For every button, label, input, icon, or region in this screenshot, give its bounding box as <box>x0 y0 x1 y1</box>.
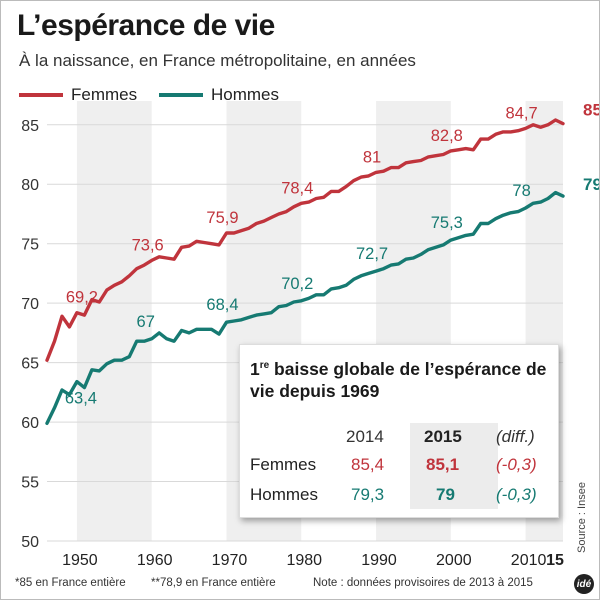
x-tick-label: 1980 <box>286 552 322 569</box>
hommes-2014: 79,3 <box>351 485 385 504</box>
hommes-diff: (-0,3) <box>496 485 537 504</box>
annotation-box: 1re baisse globale de l’espérance de vie… <box>239 344 559 518</box>
y-tick-label: 70 <box>21 296 39 313</box>
col-header-2015: 2015 <box>424 427 462 446</box>
legend-swatch-femmes <box>19 93 63 97</box>
x-tick-label: 1950 <box>62 552 98 569</box>
footnote-note: Note : données provisoires de 2013 à 201… <box>313 577 533 589</box>
x-tick-label: 1970 <box>212 552 248 569</box>
y-tick-label: 50 <box>21 534 39 551</box>
y-tick-label: 60 <box>21 415 39 432</box>
decade-band <box>76 101 152 541</box>
data-label-femmes: 78,4 <box>281 179 313 197</box>
data-label-femmes: 81 <box>363 148 381 166</box>
y-tick-label: 75 <box>21 237 39 254</box>
y-tick-label: 80 <box>21 177 39 194</box>
data-label-hommes: 67 <box>137 313 155 331</box>
legend-item-hommes: Hommes <box>159 85 279 105</box>
data-label-hommes: 79** <box>583 175 599 194</box>
data-label-hommes: 68,4 <box>206 296 238 314</box>
annotation-title: 1re baisse globale de l’espérance de vie… <box>250 358 547 401</box>
col-header-2014: 2014 <box>346 427 384 446</box>
legend-swatch-hommes <box>159 93 203 97</box>
legend-label-hommes: Hommes <box>211 85 280 104</box>
series-line-hommes <box>45 190 565 425</box>
y-tick-label: 65 <box>21 356 39 373</box>
data-label-hommes: 63,4 <box>65 390 97 408</box>
footnote-femmes: *85 en France entière <box>15 577 126 589</box>
data-label-hommes: 78 <box>512 182 530 200</box>
x-tick-label: 2000 <box>436 552 472 569</box>
source-note: Source : Insee <box>576 482 588 553</box>
data-label-femmes: 82,8 <box>431 127 463 145</box>
x-tick-label: 15 <box>546 552 564 569</box>
ide-logo: idé <box>574 574 594 594</box>
data-label-femmes: 69,2 <box>66 289 98 307</box>
footnote-hommes: **78,9 en France entière <box>151 577 276 589</box>
data-label-femmes: 75,9 <box>206 209 238 227</box>
data-label-hommes: 72,7 <box>356 245 388 263</box>
hommes-2015: 79 <box>436 485 455 504</box>
col-header-diff: (diff.) <box>496 427 535 446</box>
femmes-2015: 85,1 <box>426 455 460 474</box>
y-tick-label: 55 <box>21 475 39 492</box>
x-tick-label: 1960 <box>137 552 173 569</box>
chart-subtitle: À la naissance, en France métropolitaine… <box>19 51 416 70</box>
data-label-femmes: 84,7 <box>506 104 538 122</box>
x-tick-label: 2010 <box>511 552 547 569</box>
highlight-column-2015 <box>410 423 498 509</box>
series-line-femmes <box>45 118 565 362</box>
femmes-2014: 85,4 <box>351 455 385 474</box>
x-tick-label: 1990 <box>361 552 397 569</box>
row-label-femmes: Femmes <box>250 455 317 474</box>
data-label-hommes: 75,3 <box>431 214 463 232</box>
row-label-hommes: Hommes <box>250 485 319 504</box>
data-label-hommes: 70,2 <box>281 275 313 293</box>
legend-label-femmes: Femmes <box>71 85 138 104</box>
chart-title: L’espérance de vie <box>17 9 275 42</box>
data-label-femmes: 73,6 <box>132 236 164 254</box>
y-tick-label: 85 <box>21 118 39 135</box>
femmes-diff: (-0,3) <box>496 455 537 474</box>
data-label-femmes: 85,1* <box>583 101 599 120</box>
legend-item-femmes: Femmes <box>19 85 137 105</box>
